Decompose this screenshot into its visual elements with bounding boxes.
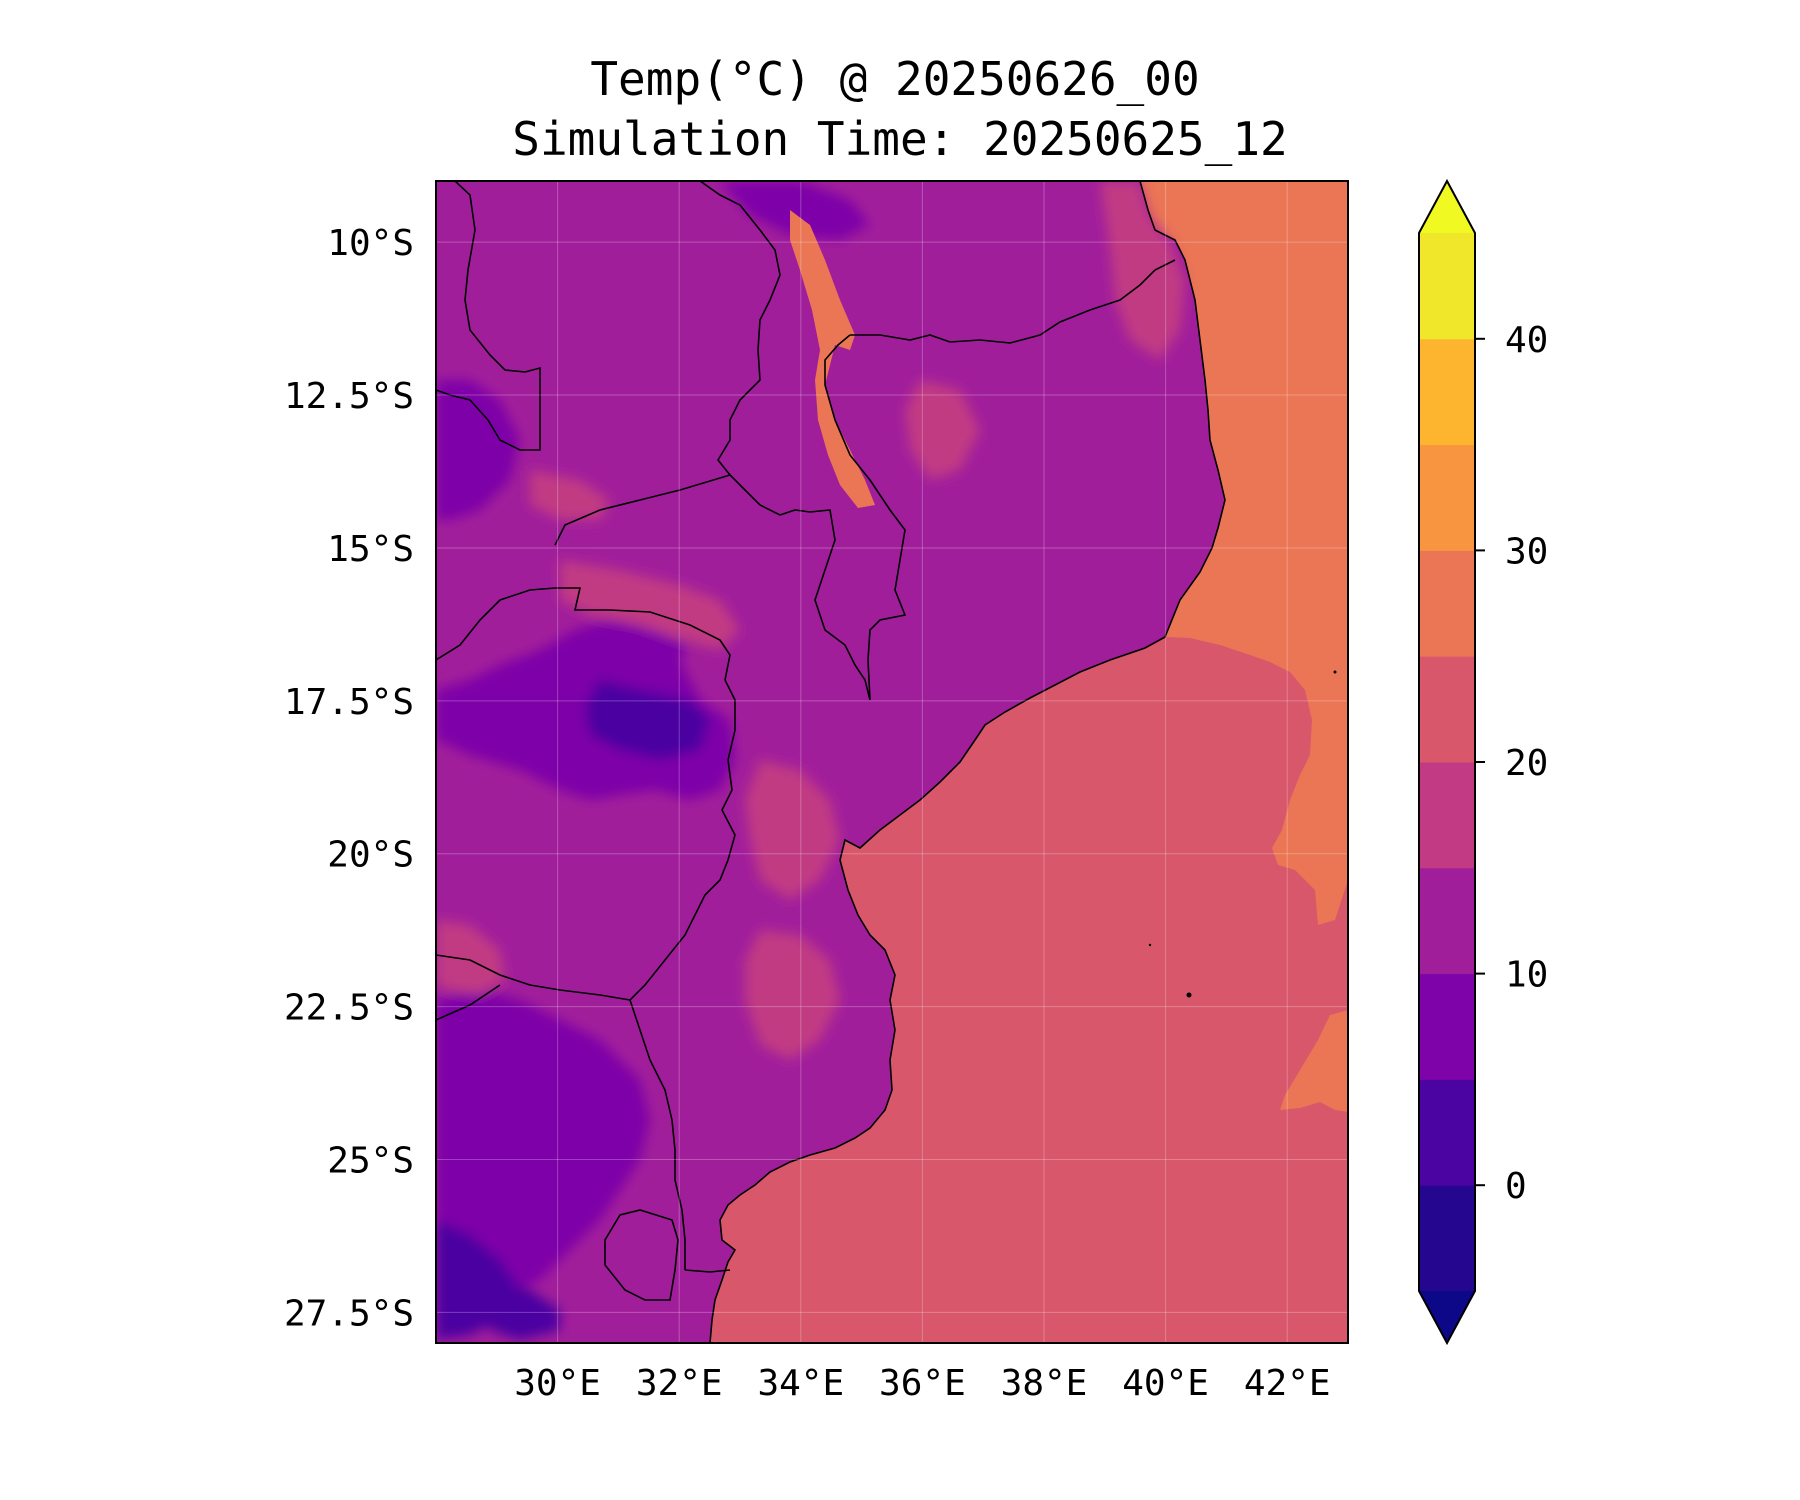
colorbar-tick-label: 40 xyxy=(1505,320,1548,361)
coastline xyxy=(709,181,1226,1343)
ocean-warm-patch xyxy=(1280,1010,1348,1112)
plot-subtitle: Simulation Time: 20250625_12 xyxy=(512,112,1288,166)
plot-title: Temp(°C) @ 20250626_00 xyxy=(590,52,1200,106)
colorbar-segment xyxy=(1419,338,1475,446)
island-dot xyxy=(1333,670,1337,674)
border-mozambique-southafrica xyxy=(629,999,686,1270)
warm-patch-ridge xyxy=(530,470,610,520)
country-borders xyxy=(436,181,1226,1343)
cold-patch-zimbabwe xyxy=(585,680,710,760)
latitude-labels: 10°S 12.5°S 15°S 17.5°S 20°S 22.5°S 25°S 27.5°S xyxy=(284,223,414,1334)
lake-warm-strip xyxy=(790,210,875,508)
cool-patch-northwest xyxy=(436,380,520,520)
colorbar-extend-over xyxy=(1419,181,1475,233)
lon-tick-label: 30°E xyxy=(514,1363,601,1404)
border-tanzania-mozambique xyxy=(850,259,1176,344)
colorbar-segment xyxy=(1419,1185,1475,1292)
colorbar-segment xyxy=(1419,867,1475,975)
border-botswana-sa xyxy=(436,984,501,1021)
colorbar: 0 10 20 30 40 xyxy=(1418,178,1548,1346)
colorbar-segment xyxy=(1419,233,1475,340)
colorbar-segment xyxy=(1419,550,1475,657)
warm-patch-northeast xyxy=(1100,181,1185,360)
colorbar-tick-label: 10 xyxy=(1505,955,1548,996)
colorbar-tick-label: 20 xyxy=(1505,743,1548,784)
map-area xyxy=(436,181,1348,1343)
cool-patch-southwest xyxy=(436,990,650,1330)
colorbar-extend-under xyxy=(1419,1291,1475,1343)
island-dot xyxy=(1186,992,1192,998)
lat-tick-label: 10°S xyxy=(327,223,414,264)
lat-tick-label: 15°S xyxy=(327,529,414,570)
border-malawi-east xyxy=(824,334,907,701)
lat-tick-label: 27.5°S xyxy=(284,1293,414,1334)
cold-patch-southeast xyxy=(490,1280,560,1340)
lon-tick-label: 36°E xyxy=(879,1363,966,1404)
colorbar-segment xyxy=(1419,762,1475,869)
lat-tick-label: 25°S xyxy=(327,1141,414,1182)
land-temperature-patches xyxy=(436,181,1185,1340)
land-region xyxy=(436,181,1225,1343)
map-frame xyxy=(435,180,1349,1344)
warm-patch-central xyxy=(745,760,840,900)
lon-tick-label: 42°E xyxy=(1244,1363,1331,1404)
warm-patch-coast xyxy=(905,380,980,480)
lon-tick-label: 40°E xyxy=(1122,1363,1209,1404)
border-tanzania-zambia xyxy=(699,181,761,231)
lat-tick-label: 12.5°S xyxy=(284,376,414,417)
colorbar-segment xyxy=(1419,973,1475,1080)
border-zambia-mozambique xyxy=(554,474,731,546)
border-congo-zambia xyxy=(436,181,541,451)
border-zambia-zimbabwe xyxy=(436,587,731,681)
lon-tick-label: 38°E xyxy=(1001,1363,1088,1404)
colorbar-tick-label: 0 xyxy=(1505,1166,1527,1207)
ocean-region-north xyxy=(1140,181,1348,925)
lon-tick-label: 32°E xyxy=(636,1363,723,1404)
lon-tick-label: 34°E xyxy=(757,1363,844,1404)
warm-patch-lowland xyxy=(745,930,840,1060)
warm-patch-west xyxy=(436,920,505,995)
cool-patch-north xyxy=(720,181,870,240)
border-eswatini xyxy=(604,1209,679,1301)
colorbar-outline xyxy=(1418,178,1476,1346)
lat-tick-label: 17.5°S xyxy=(284,682,414,723)
longitude-labels: 30°E 32°E 34°E 36°E 38°E 40°E 42°E xyxy=(514,1363,1330,1404)
island-dot xyxy=(1148,943,1152,947)
lat-tick-label: 20°S xyxy=(327,835,414,876)
border-zimbabwe-southwest xyxy=(436,954,631,1001)
colorbar-segment xyxy=(1419,444,1475,551)
lat-tick-label: 22.5°S xyxy=(284,988,414,1029)
colorbar-segment xyxy=(1419,656,1475,763)
colorbar-tick-label: 30 xyxy=(1505,531,1548,572)
border-zimbabwe-mozambique xyxy=(629,679,736,1001)
border-southafrica-south xyxy=(684,1269,731,1273)
graticule-lines xyxy=(436,181,1348,1343)
border-malawi-west xyxy=(717,229,871,701)
colorbar-segment xyxy=(1419,1079,1475,1186)
